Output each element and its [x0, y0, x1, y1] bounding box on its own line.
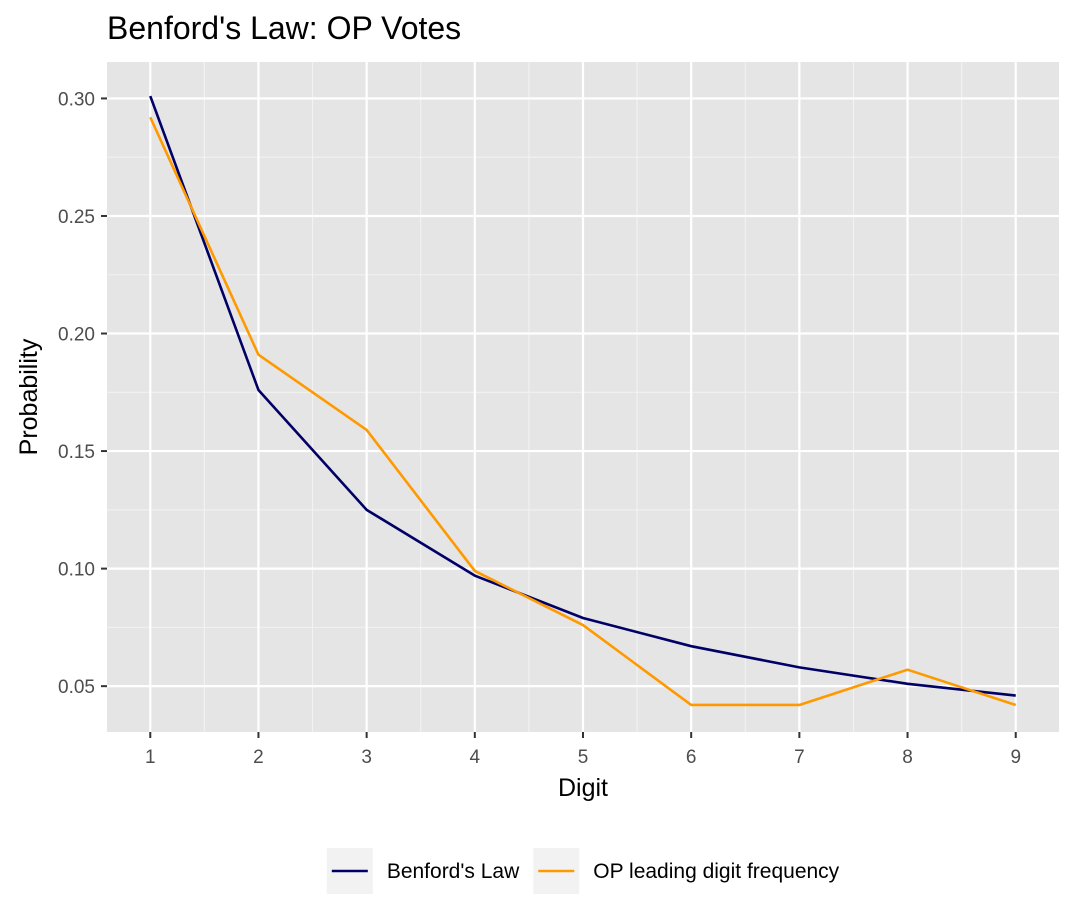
- x-axis-title: Digit: [558, 774, 608, 802]
- series-line-0: [149, 95, 1016, 697]
- y-tick-label: 0.25: [58, 207, 95, 228]
- x-tick-label: 5: [578, 747, 589, 768]
- x-tick-label: 6: [686, 747, 697, 768]
- y-tick-label: 0.15: [58, 442, 95, 463]
- y-axis-title: Probability: [15, 338, 43, 455]
- legend-label-0: Benford's Law: [387, 860, 520, 883]
- x-tick-label: 7: [794, 747, 805, 768]
- x-tick-label: 3: [361, 747, 372, 768]
- series-lines: [149, 95, 1017, 707]
- y-tick-label: 0.20: [58, 325, 95, 346]
- y-tick-label: 0.05: [58, 677, 95, 698]
- legend: Benford's Law OP leading digit frequency: [326, 848, 840, 894]
- x-axis: 1 2 3 4 5 6 7 8 9: [145, 732, 1021, 768]
- legend-label-1: OP leading digit frequency: [593, 860, 839, 883]
- chart-title: Benford's Law: OP Votes: [107, 10, 461, 46]
- y-tick-label: 0.30: [58, 89, 95, 110]
- series-line-1: [149, 116, 1017, 707]
- y-tick-label: 0.10: [58, 560, 95, 581]
- x-tick-label: 1: [145, 747, 156, 768]
- x-tick-label: 9: [1010, 747, 1021, 768]
- y-axis: 0.05 0.10 0.15 0.20 0.25 0.30: [58, 89, 107, 698]
- x-tick-label: 8: [902, 747, 913, 768]
- x-tick-label: 2: [253, 747, 264, 768]
- x-tick-label: 4: [470, 747, 481, 768]
- grid-major: [107, 62, 1059, 732]
